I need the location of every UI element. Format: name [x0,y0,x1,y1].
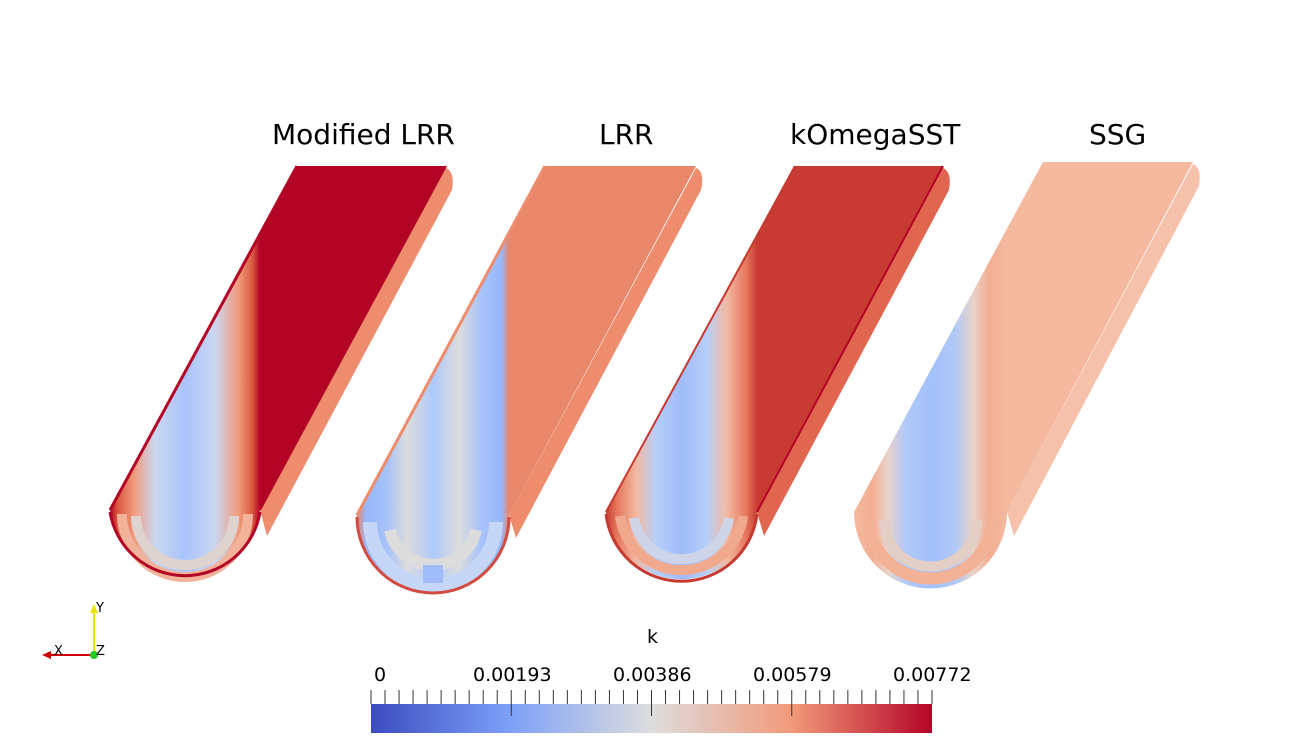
orientation-axes [42,604,98,659]
colorbar [370,690,933,733]
axis-label-x: X [54,644,63,659]
colorbar-title: k [647,626,659,648]
colorbar-tick-label-2: 0.00386 [613,664,692,686]
panel-title-ssg: SSG [1089,118,1147,151]
panel-title-lrr: LRR [599,118,654,151]
pipe-ssg [854,162,1200,589]
colorbar-ticks [370,690,933,716]
panel-title-modified-lrr: Modified LRR [272,118,455,151]
pipe-lrr [355,165,703,595]
pipe-modified-lrr [108,165,453,582]
colorbar-tick-label-3: 0.00579 [753,664,832,686]
colorbar-tick-label-4: 0.00772 [893,664,972,686]
pipe-komegasst [604,165,950,583]
axis-label-z: Z [96,644,105,659]
colorbar-tick-label-0: 0 [374,664,387,686]
axis-label-y: Y [96,601,104,616]
panel-title-komegasst: kOmegaSST [790,118,961,151]
colorbar-tick-label-1: 0.00193 [473,664,552,686]
